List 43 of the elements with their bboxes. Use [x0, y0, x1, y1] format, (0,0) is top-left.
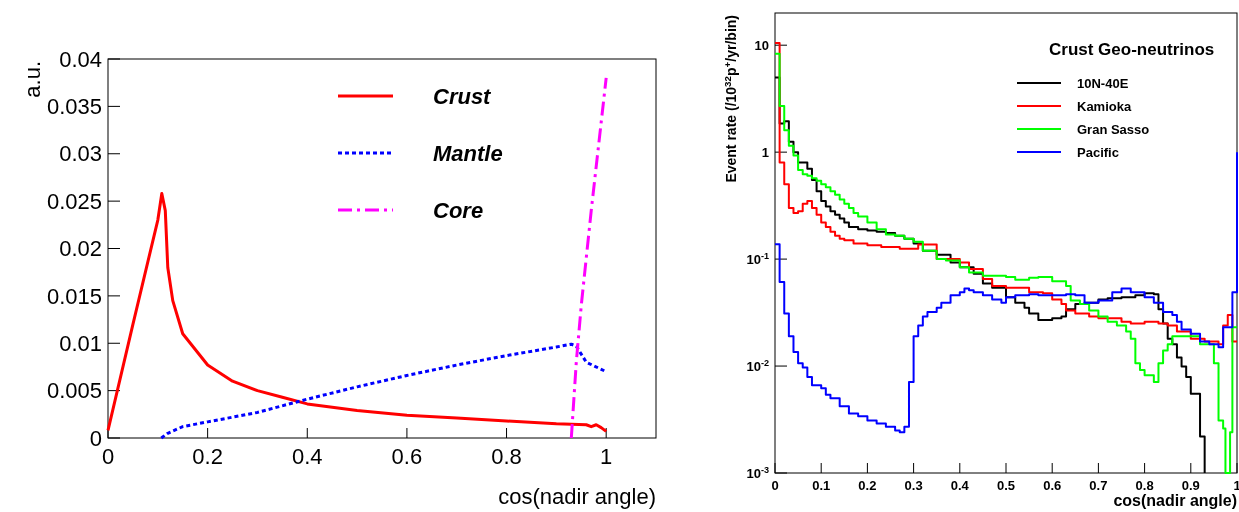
legend-label: Crust [433, 84, 493, 109]
x-tick-label: 0.9 [1181, 478, 1200, 493]
x-tick-label: 0.4 [291, 444, 323, 469]
line-series [106, 192, 608, 433]
legend-title: Crust Geo-neutrinos [1049, 40, 1215, 59]
y-tick-label: 1 [761, 144, 769, 160]
x-axis-title: cos(nadir angle) [1113, 492, 1237, 509]
x-tick-label: 0.8 [1135, 478, 1154, 493]
y-tick-label: 0.01 [59, 330, 102, 356]
x-tick-label: 0.4 [950, 478, 970, 493]
legend-label: Pacific [1077, 145, 1119, 160]
y-tick-label: 0 [89, 425, 102, 451]
legend-label: Kamioka [1077, 99, 1132, 114]
x-axis-title: cos(nadir angle) [498, 484, 656, 509]
y-tick-label: 0.02 [59, 236, 102, 262]
x-tick-label: 0.6 [1043, 478, 1062, 493]
y-axis-title: a.u. [20, 61, 45, 98]
y-tick-label: 10 [754, 37, 769, 53]
y-tick-label: 0.04 [59, 46, 102, 72]
x-tick-label: 0.2 [192, 444, 223, 469]
legend-label: Core [433, 198, 484, 223]
x-tick-label: 0.2 [858, 478, 877, 493]
y-tick-label: 0.005 [46, 378, 102, 404]
legend-label: Gran Sasso [1077, 122, 1150, 137]
x-tick-label: 0.6 [391, 444, 423, 469]
y-tick-label: 10$^{-1}$ [746, 250, 769, 267]
legend-label: 10N-40E [1077, 76, 1129, 91]
y-tick-label: 0.035 [46, 94, 102, 120]
x-tick-label: 0.5 [996, 478, 1016, 493]
y-tick-label: 10$^{-3}$ [746, 464, 769, 481]
y-tick-label: 0.025 [46, 188, 102, 214]
legend-label: Mantle [433, 141, 503, 166]
x-tick-label: 0.1 [812, 478, 831, 493]
x-tick-label: 0.8 [491, 444, 522, 469]
x-tick-label: 0.3 [904, 478, 923, 493]
y-tick-label: 10$^{-2}$ [746, 357, 769, 374]
line-series [569, 76, 608, 440]
line-series [159, 342, 608, 440]
x-tick-label: 0.7 [1089, 478, 1108, 493]
y-tick-label: 0.03 [59, 141, 102, 167]
x-tick-label: 0 [771, 478, 779, 493]
x-tick-label: 1 [600, 444, 613, 469]
y-tick-label: 0.015 [46, 283, 102, 309]
